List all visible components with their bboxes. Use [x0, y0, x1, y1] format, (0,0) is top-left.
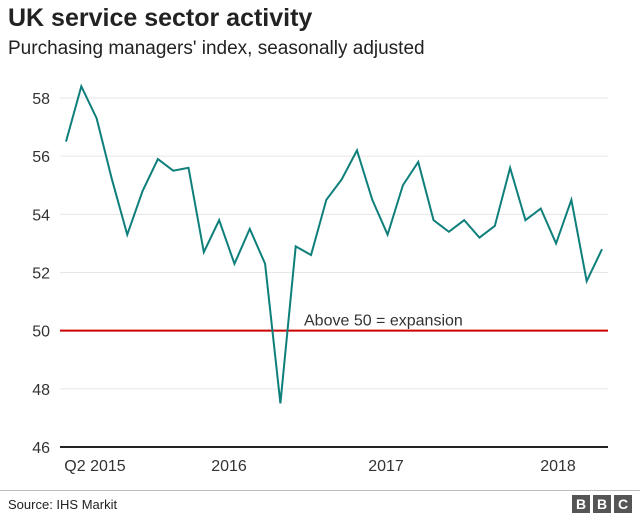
y-tick-label: 54	[32, 207, 50, 224]
x-tick-label: 2016	[211, 458, 247, 475]
y-tick-label: 58	[32, 91, 50, 108]
y-tick-label: 52	[32, 266, 50, 283]
reference-line-label: Above 50 = expansion	[304, 313, 463, 330]
y-tick-label: 48	[32, 382, 50, 399]
footer-divider	[0, 490, 640, 491]
y-tick-label: 50	[32, 324, 50, 341]
chart-title: UK service sector activity	[8, 4, 313, 32]
chart-subtitle: Purchasing managers' index, seasonally a…	[8, 38, 425, 59]
source-note: Source: IHS Markit	[8, 497, 118, 512]
y-tick-label: 46	[32, 440, 50, 457]
series-line	[65, 83, 603, 404]
x-tick-label: 2018	[540, 458, 576, 475]
line-chart: 46 48 50 52 54 56 58 Above 50 = expansion Q2 201…	[32, 83, 608, 475]
x-tick-label: 2017	[368, 458, 404, 475]
x-tick-label: Q2 2015	[64, 458, 125, 475]
y-tick-label: 56	[32, 149, 50, 166]
